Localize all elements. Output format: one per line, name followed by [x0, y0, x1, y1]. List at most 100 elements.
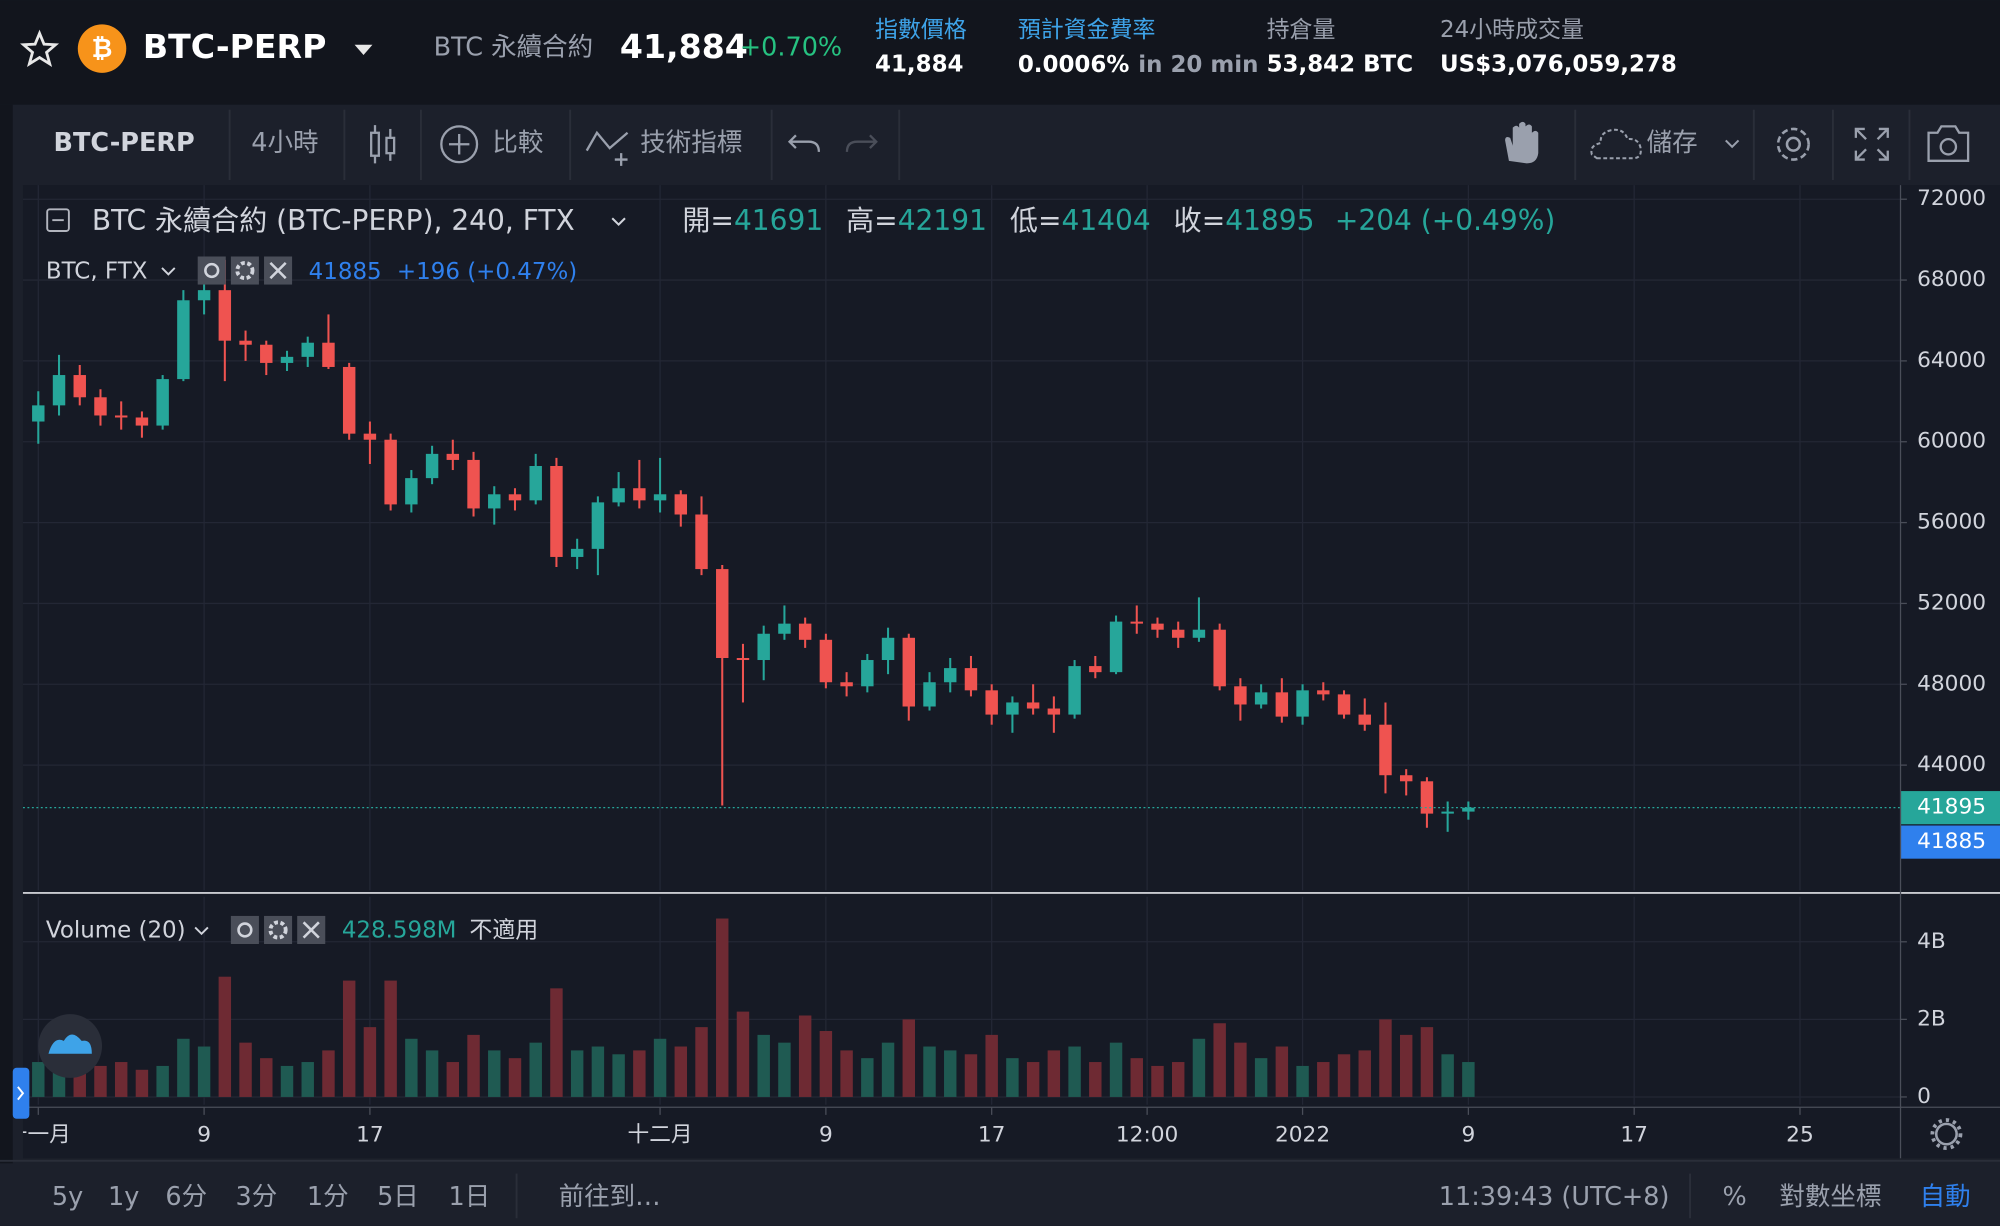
symbol[interactable]: BTC-PERP	[143, 27, 327, 66]
candle-body	[73, 375, 86, 398]
stat-value: 0.0006% in 20 min	[1018, 52, 1259, 78]
candle-body	[322, 342, 335, 367]
volume-bar	[467, 1034, 480, 1097]
candle-body	[1462, 807, 1475, 812]
ohlc-value: 41404	[1061, 204, 1150, 237]
range-button[interactable]: 3分	[236, 1182, 278, 1212]
range-button[interactable]: 5日	[377, 1182, 419, 1212]
visibility-button[interactable]	[197, 256, 226, 285]
indicators-label: 技術指標	[640, 128, 742, 158]
candle-body	[653, 494, 667, 501]
x-tick-label: 17	[978, 1122, 1006, 1147]
toolbar-symbol[interactable]: BTC-PERP	[54, 128, 195, 158]
candle-body	[944, 668, 957, 683]
candle-body	[446, 453, 460, 460]
x-tick-label: 25	[1786, 1122, 1814, 1147]
candle-body	[425, 453, 439, 479]
hand-tool[interactable]	[1505, 121, 1539, 164]
volume-bar	[32, 1062, 45, 1097]
range-button[interactable]: 1y	[108, 1182, 139, 1212]
range-button[interactable]: 5y	[52, 1182, 83, 1212]
index-price-tag	[1900, 825, 2000, 859]
redo-button[interactable]	[845, 134, 878, 152]
x-tick-label: 12:00	[1116, 1122, 1178, 1147]
volume-title[interactable]: Volume (20)	[46, 918, 186, 944]
contract-name: BTC 永續合約	[434, 33, 594, 63]
ohlc-label: 開=	[682, 204, 734, 237]
volume-bar	[1337, 1054, 1351, 1097]
auto-toggle[interactable]: 自動	[1920, 1182, 1971, 1212]
candle-body	[695, 514, 708, 570]
volume-bar	[1254, 1058, 1268, 1097]
volume-controls	[230, 915, 326, 944]
snapshot-button[interactable]	[1927, 125, 1970, 162]
range-button[interactable]: 6分	[165, 1182, 207, 1212]
volume-bar	[923, 1046, 936, 1097]
settings-button[interactable]	[264, 915, 293, 944]
save-button[interactable]: 儲存	[1590, 128, 1740, 160]
candle-body	[1151, 623, 1164, 630]
stat-value: 53,842 BTC	[1267, 52, 1413, 78]
clock[interactable]: 11:39:43 (UTC+8)	[1439, 1182, 1670, 1212]
cloud-icon	[1590, 128, 1642, 160]
time-axis-settings[interactable]	[1930, 1118, 1963, 1150]
candle-body	[239, 340, 252, 345]
side-panel-toggle[interactable]	[12, 1067, 30, 1119]
index-change: +196 (+0.47%)	[397, 258, 577, 284]
volume-dropdown[interactable]	[194, 926, 209, 936]
candle-body	[902, 637, 915, 707]
last-price-tag	[1900, 791, 2000, 825]
price-axis	[1900, 185, 2000, 1108]
settings-button[interactable]	[230, 256, 259, 285]
candle-body	[1317, 690, 1330, 695]
goto-button[interactable]: 前往到…	[559, 1182, 661, 1212]
candle-body	[716, 569, 729, 658]
eye-icon	[204, 262, 220, 279]
index-title[interactable]: BTC, FTX	[46, 258, 148, 284]
candle-body	[156, 379, 169, 426]
interval[interactable]: 4小時	[251, 128, 318, 158]
percent-toggle[interactable]: %	[1723, 1182, 1747, 1212]
settings-button[interactable]	[1776, 127, 1810, 161]
x-tick-label: 9	[1461, 1122, 1475, 1147]
index-dropdown[interactable]	[161, 267, 176, 276]
volume-bar	[1296, 1065, 1309, 1097]
volume-bar	[881, 1042, 895, 1097]
series-title[interactable]: BTC 永續合約 (BTC-PERP), 240, FTX	[92, 204, 575, 237]
y-tick-label: 48000	[1917, 671, 1986, 696]
volume-bar	[280, 1065, 294, 1097]
stat-value: 41,884	[875, 52, 964, 78]
log-toggle[interactable]: 對數坐標	[1779, 1182, 1881, 1212]
btc-logo	[77, 24, 127, 73]
fullscreen-button[interactable]	[1854, 127, 1889, 161]
compare-button[interactable]: 比較	[440, 125, 543, 164]
price-change: +0.70%	[740, 33, 842, 63]
candle-body	[1213, 629, 1226, 687]
undo-button[interactable]	[787, 134, 821, 152]
time-axis	[22, 1107, 2000, 1159]
volume-bar	[840, 1050, 853, 1097]
series-dropdown[interactable]	[611, 217, 626, 227]
candle-body	[1109, 621, 1123, 673]
x-tick-label: 9	[819, 1122, 833, 1147]
candle-body	[467, 459, 480, 509]
time-axis-labels: 十一月 9 17 十二月 9 17 12:00 2022 9 17 25	[23, 1107, 1814, 1147]
volume-bar	[674, 1046, 688, 1097]
collapse-legend[interactable]	[46, 208, 70, 232]
volume-bar	[94, 1065, 107, 1097]
symbol-dropdown[interactable]	[354, 44, 373, 55]
chart-area	[22, 185, 1901, 1108]
volume-bar	[653, 1038, 667, 1097]
volume-bar	[529, 1042, 542, 1097]
range-button[interactable]: 1日	[449, 1182, 491, 1212]
volume-bar	[363, 1027, 377, 1097]
favorite-star[interactable]	[20, 29, 60, 67]
visibility-button[interactable]	[230, 915, 259, 944]
index-controls	[197, 256, 293, 285]
indicators-button[interactable]: 技術指標	[585, 128, 743, 166]
chart-style-button[interactable]	[370, 125, 396, 164]
volume-bar	[1213, 1023, 1226, 1097]
range-button[interactable]: 1分	[307, 1182, 349, 1212]
volume-bar	[1026, 1062, 1040, 1097]
footer: 5y 1y 6分 3分 1分 5日 1日 前往到… 11:39:43 (UTC+…	[52, 1173, 1971, 1219]
